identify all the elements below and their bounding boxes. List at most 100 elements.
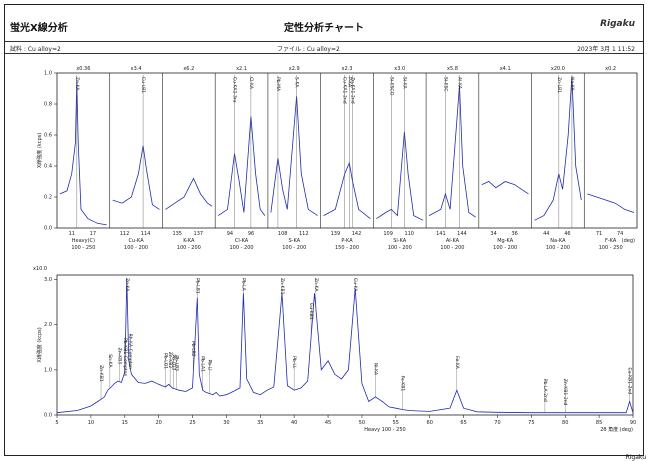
bottom-x-tick-label: 60 — [427, 420, 433, 426]
panel-range-label: 100 - 200 — [493, 245, 517, 251]
panel-range-label: 100 - 200 — [440, 245, 464, 251]
peak-label: Cl-KA — [248, 77, 254, 90]
panel-tick-label: 36 — [511, 231, 517, 237]
sample-name: 試料 : Cu alloy=2 — [10, 46, 61, 53]
bottom-x-tick-label: 5 — [55, 420, 58, 426]
panel-scale-label: x3.4 — [131, 66, 142, 72]
panel-trace — [165, 177, 213, 210]
scan-peak-label: Zn-KA — [313, 278, 319, 292]
scan-peak-label: Fe-KB1 — [400, 376, 406, 392]
top-y-tick-label: 0.0 — [44, 226, 52, 232]
panel-axis-label: F-KA — [605, 238, 617, 244]
panel-trace — [217, 116, 266, 216]
scan-peak-label: Pb-LB3 — [173, 355, 179, 371]
panel-scale-label: x2.9 — [289, 66, 300, 72]
scan-peak-label: Zn-KB1 — [279, 278, 285, 295]
scan-peak-label: Pb-LA1 — [200, 356, 206, 372]
bottom-x-tick-label: 80 — [562, 420, 568, 426]
panel-axis-label: Mg-KA — [497, 238, 513, 244]
panel-axis-label: Si-KA — [393, 238, 407, 244]
scan-peak-label: Pb-LA — [240, 278, 246, 292]
panel-trace — [534, 76, 582, 221]
top-y-tick-label: 0.6 — [44, 133, 52, 139]
report-header: 蛍光X線分析 定性分析チャート Rigaku 試料 : Cu alloy=2 フ… — [5, 5, 643, 54]
top-y-tick-label: 1.0 — [44, 71, 52, 77]
bottom-x-tick-label: 50 — [359, 420, 365, 426]
panel-tick-label: 108 — [278, 231, 288, 237]
bottom-y-axis-label: X線強度 (kcps) — [36, 327, 43, 362]
panel-range-label: 100 - 200 — [124, 245, 148, 251]
scan-peak-label: Pb-Ll — [206, 360, 212, 371]
bottom-x-tick-label: 70 — [494, 420, 500, 426]
peak-label: Si-KA — [401, 77, 407, 90]
bottom-x-tick-label: 55 — [393, 420, 399, 426]
panel-range-label: 100 - 200 — [282, 245, 306, 251]
panel-tick-label: 114 — [141, 231, 151, 237]
bottom-x-tick-label: 90 — [630, 420, 636, 426]
panel-tick-label: 11 — [69, 231, 75, 237]
peak-label: Cu-LB1 — [140, 77, 146, 93]
panel-tick-label: 110 — [404, 231, 414, 237]
scan-peak-label: Rh-KA-Compton — [127, 334, 133, 370]
bottom-x-axis-label: Heavy 100 - 250 — [364, 427, 405, 433]
scan-peak-label: Cu-KA — [352, 278, 358, 292]
panel-tick-label: 135 — [172, 231, 182, 237]
peak-label: P-KA — [346, 77, 352, 88]
scan-peak-label: Pb-LL — [291, 356, 297, 369]
brand-logo: Rigaku — [600, 19, 635, 29]
scan-peak-label: Cu-KB1 — [308, 303, 314, 320]
panel-tick-label: 144 — [457, 231, 467, 237]
bottom-x-tick-label: 85 — [596, 420, 602, 426]
top-units-label: (deg) — [622, 238, 635, 244]
scan-peak-label: Sn-KA — [107, 354, 113, 368]
peak-label: Na-KA — [569, 77, 575, 92]
scan-peak-label: Cu-KB1-2nd — [627, 367, 633, 394]
panel-trace — [270, 96, 318, 216]
panel-tick-label: 141 — [436, 231, 446, 237]
panel-tick-label: 96 — [248, 231, 254, 237]
panel-scale-label: x6.2 — [183, 66, 194, 72]
panel-trace — [323, 161, 371, 220]
top-plot-frame — [56, 72, 638, 229]
top-y-tick-label: 0.4 — [44, 164, 52, 170]
scan-peak-label: Zn-KA — [124, 278, 130, 292]
peak-label: Zn-LB1 — [556, 77, 562, 93]
report-title: 定性分析チャート — [284, 23, 364, 34]
panel-range-label: 100 - 200 — [177, 245, 201, 251]
panel-range-label: 100 - 200 — [546, 245, 570, 251]
scan-peak-label: Pb-LA-2nd — [542, 379, 548, 402]
bottom-y-tick-label: 3.0 — [44, 277, 52, 283]
panel-range-label: 100 - 200 — [388, 245, 412, 251]
bottom-x-axis-unit: 2θ 角度 (deg) — [600, 426, 633, 433]
peak-label: Cu-KA1-3ra — [232, 77, 238, 103]
bottom-y-tick-label: 1.0 — [44, 367, 52, 373]
panel-axis-label: Heavy(C) — [72, 238, 95, 244]
scan-peak-label: Zn-KB1 — [98, 365, 104, 382]
panel-range-label: 100 - 250 — [71, 245, 95, 251]
scan-peak-label: Zn-KB1-2nd — [562, 379, 568, 406]
panel-range-label: 100 - 250 — [599, 245, 623, 251]
bottom-x-tick-label: 35 — [257, 420, 263, 426]
panel-tick-label: 139 — [331, 231, 341, 237]
bottom-scale-label: x10.0 — [33, 266, 47, 272]
panel-tick-label: 74 — [617, 231, 623, 237]
report-title-left: 蛍光X線分析 — [10, 23, 68, 34]
panel-tick-label: 44 — [543, 231, 549, 237]
scan-peak-label: Zn-KB2 — [167, 352, 173, 369]
panel-scale-label: x20.0 — [551, 66, 565, 72]
top-y-tick-label: 0.2 — [44, 195, 52, 201]
panel-tick-label: 137 — [194, 231, 204, 237]
panel-tick-label: 109 — [383, 231, 393, 237]
scan-peak-label: Ni-KA — [372, 363, 378, 376]
panel-trace — [428, 85, 477, 218]
scan-peak-label: Zn-KB3 — [116, 348, 122, 365]
bottom-x-tick-label: 75 — [528, 420, 534, 426]
scan-peak-label: Fe-KA — [454, 356, 460, 370]
scan-peak-label: Pb-LB2 — [190, 341, 196, 357]
bottom-x-tick-label: 30 — [223, 420, 229, 426]
peak-label: Si-ESCO — [388, 77, 394, 96]
panel-axis-label: Cl-KA — [235, 238, 249, 244]
peak-label: Pb-MA — [275, 77, 281, 92]
bottom-x-tick-label: 15 — [122, 420, 128, 426]
